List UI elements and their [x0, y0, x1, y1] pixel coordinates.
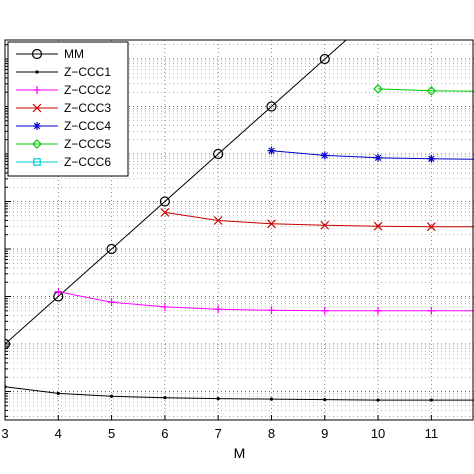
x-tick-label: 10	[371, 426, 385, 441]
series-5	[267, 146, 474, 163]
series-layer	[5, 7, 474, 402]
legend-label: Z−CCC2	[64, 83, 111, 97]
legend-marker	[33, 86, 41, 94]
legend-item: Z−CCC6	[16, 155, 111, 169]
x-tick-label: 4	[55, 426, 62, 441]
data-point	[213, 148, 224, 160]
data-point	[374, 7, 383, 16]
series-2	[5, 385, 474, 402]
data-point	[426, 222, 436, 232]
plot-frame	[4, 39, 474, 421]
data-point	[426, 85, 437, 96]
data-point	[374, 153, 383, 162]
data-point	[429, 398, 433, 402]
data-point	[320, 306, 329, 315]
data-point	[56, 391, 60, 395]
legend-marker	[33, 158, 41, 166]
data-point	[160, 208, 170, 217]
data-point	[319, 53, 330, 65]
legend-label: Z−CCC5	[64, 137, 111, 151]
series-6	[373, 84, 474, 96]
data-point	[213, 216, 223, 225]
legend-item: Z−CCC2	[16, 83, 111, 97]
series-line	[58, 291, 474, 312]
x-tick-label: 6	[161, 426, 168, 441]
x-tick-label: 5	[108, 426, 115, 441]
series-line	[271, 150, 474, 160]
legend-marker	[35, 70, 39, 74]
x-tick-label: 8	[268, 426, 275, 441]
data-point	[269, 397, 274, 401]
data-point	[323, 397, 327, 402]
legend-item: Z−CCC1	[16, 65, 111, 79]
data-point	[216, 397, 220, 401]
legend-item: Z−CCC3	[16, 101, 111, 115]
x-tick-label: 3	[1, 426, 8, 441]
series-line	[378, 88, 474, 92]
data-point	[320, 220, 330, 230]
legend-label: MM	[64, 47, 84, 61]
series-line	[164, 211, 474, 228]
data-point	[373, 221, 383, 231]
series-line	[5, 40, 347, 345]
legend-label: Z−CCC4	[64, 119, 111, 133]
data-point	[106, 243, 117, 255]
legend-label: Z−CCC1	[64, 65, 111, 79]
data-point	[163, 396, 167, 400]
legend-label: Z−CCC6	[64, 155, 111, 169]
data-point	[266, 101, 277, 112]
axis-ticks: 3 4 5 6 7 8 9 10 11	[1, 44, 439, 441]
data-point	[320, 151, 329, 160]
data-point	[109, 394, 114, 398]
legend-item: Z−CCC4	[16, 119, 111, 133]
x-axis-label: M	[234, 445, 246, 461]
x-tick-label: 7	[215, 426, 222, 441]
legend: MM Z−CCC1 Z−CCC2 Z−CCC3 Z−CCC4 Z−CCC5 Z−CCC6	[7, 41, 129, 177]
series-4	[160, 208, 474, 232]
series-3	[54, 287, 474, 315]
legend-item: Z−CCC5	[16, 137, 111, 151]
data-point	[373, 84, 383, 94]
legend-marker	[32, 103, 42, 113]
data-point	[107, 298, 116, 307]
data-point	[376, 398, 380, 402]
data-point	[267, 219, 276, 229]
data-point	[54, 287, 63, 296]
legend-label: Z−CCC3	[64, 101, 111, 115]
x-tick-label: 9	[321, 426, 328, 441]
legend-marker	[33, 122, 41, 130]
data-point	[267, 146, 276, 155]
legend-marker	[31, 48, 43, 60]
legend-box	[7, 41, 129, 177]
data-point	[427, 154, 436, 163]
data-point	[159, 196, 170, 207]
x-tick-label: 11	[425, 426, 439, 441]
legend-marker	[32, 139, 42, 149]
data-point	[427, 306, 436, 315]
data-point	[267, 306, 276, 315]
legend-item: MM	[16, 47, 84, 61]
data-point	[214, 305, 223, 314]
series-line	[5, 386, 474, 401]
data-point	[160, 302, 169, 311]
data-point	[374, 306, 383, 315]
